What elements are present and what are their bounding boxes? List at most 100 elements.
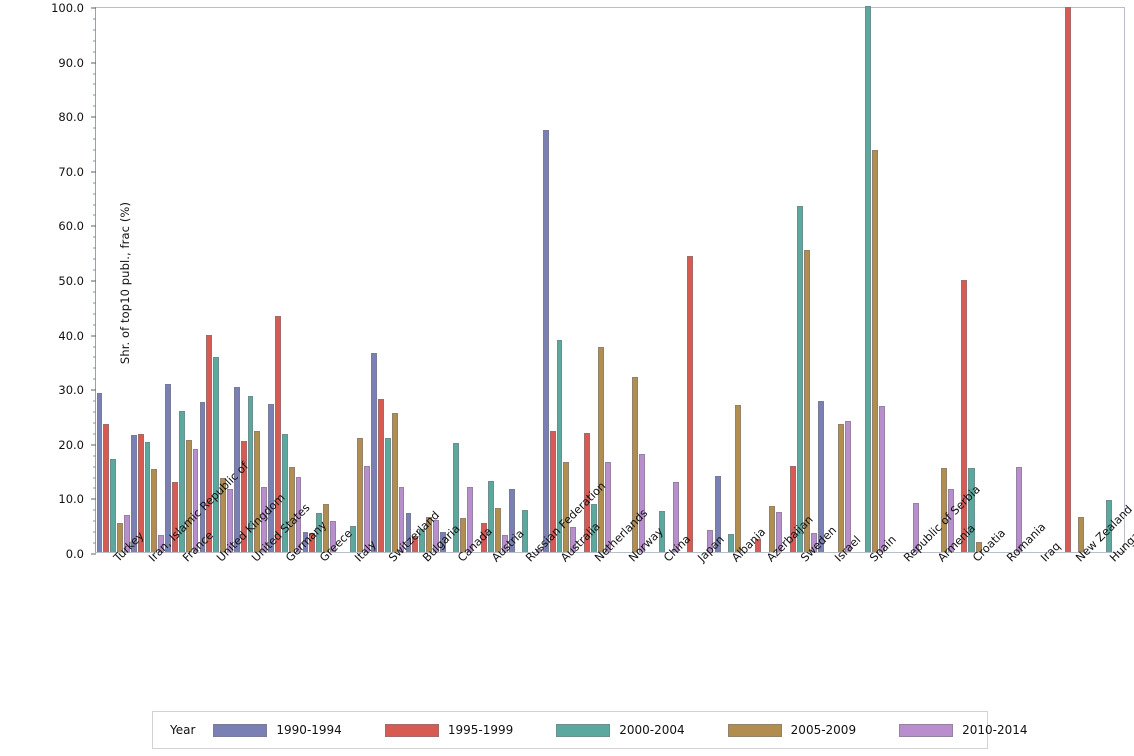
- x-tick-label: Turkey: [111, 529, 146, 565]
- bar: [803, 250, 810, 552]
- y-tick-minor-mark: [93, 214, 96, 216]
- bar-group: [542, 8, 577, 552]
- x-tick-label: Sweden: [798, 524, 839, 565]
- y-tick-minor-mark: [93, 236, 96, 238]
- bar-group: [302, 8, 336, 552]
- bar-group: [199, 8, 233, 552]
- y-tick-minor-mark: [93, 324, 96, 326]
- bar: [453, 443, 460, 552]
- y-tick-minor-mark: [93, 433, 96, 435]
- bar-group: [96, 8, 130, 552]
- bar: [350, 525, 357, 552]
- x-tick-label: Italy: [352, 538, 379, 565]
- bar-group: [817, 8, 851, 552]
- bar: [865, 6, 872, 552]
- x-tick-label: Australia: [558, 520, 603, 565]
- legend-entry[interactable]: 2000-2004: [556, 723, 727, 737]
- y-tick-minor-mark: [93, 29, 96, 31]
- bar: [295, 476, 302, 552]
- bar: [103, 424, 110, 552]
- bar-group: [954, 8, 988, 552]
- bar: [192, 448, 199, 552]
- x-tick-label: Croatia: [970, 527, 1008, 565]
- legend-swatch: [556, 723, 611, 737]
- bar: [226, 488, 233, 552]
- bar: [357, 438, 364, 552]
- y-tick-label: 50.0: [58, 274, 84, 288]
- bar-group: [783, 8, 817, 552]
- legend-entry[interactable]: 1995-1999: [384, 723, 556, 737]
- bar: [755, 538, 762, 552]
- bar: [439, 532, 446, 552]
- bar: [940, 467, 947, 552]
- y-tick-minor-mark: [93, 138, 96, 140]
- bar-group: [165, 8, 199, 552]
- x-tick-label: Iraq: [1038, 540, 1063, 565]
- x-tick-label: Israel: [832, 533, 863, 565]
- bar: [817, 401, 824, 552]
- y-tick-mark: [91, 498, 96, 500]
- x-tick-label: Netherlands: [592, 507, 650, 565]
- bar: [975, 541, 982, 552]
- bar: [412, 536, 419, 552]
- y-tick-label: 100.0: [51, 1, 84, 15]
- bar-group: [645, 8, 680, 552]
- bar: [288, 467, 295, 552]
- bar: [130, 435, 137, 552]
- x-tick-label: Spain: [867, 533, 899, 565]
- y-tick-minor-mark: [93, 160, 96, 162]
- x-tick-label: Japan: [695, 533, 726, 565]
- x-tick-label: Armenia: [935, 522, 978, 565]
- bar-group: [1057, 7, 1091, 552]
- y-tick-minor-mark: [93, 73, 96, 75]
- x-tick-label: Azerbaijan: [764, 513, 815, 565]
- bar: [261, 487, 268, 552]
- bar-group: [371, 8, 405, 552]
- bar: [707, 529, 714, 552]
- legend-entry[interactable]: 1990-1994: [213, 723, 384, 737]
- bar-group: [233, 8, 268, 552]
- bar: [769, 505, 776, 552]
- bar: [281, 434, 288, 552]
- bars-layer: [96, 6, 1124, 552]
- y-tick-label: 20.0: [58, 437, 84, 452]
- bar-group: [714, 8, 748, 552]
- bar: [275, 316, 281, 552]
- bar: [556, 339, 563, 552]
- bar: [947, 489, 954, 552]
- y-tick-minor-mark: [93, 313, 96, 315]
- bar: [1064, 7, 1071, 552]
- x-tick-label: Iran, Islamic Republic of: [146, 460, 251, 565]
- y-tick-minor-mark: [93, 531, 96, 533]
- legend-entry[interactable]: 2010-2014: [899, 723, 1070, 737]
- bar: [604, 461, 611, 552]
- x-tick-label: Norway: [626, 525, 665, 565]
- bar: [123, 514, 130, 552]
- y-tick-minor-mark: [93, 182, 96, 184]
- y-tick-minor-mark: [93, 127, 96, 129]
- bar: [405, 513, 412, 552]
- bar-group: [336, 8, 371, 552]
- bar: [371, 352, 378, 552]
- y-tick-minor-mark: [93, 520, 96, 522]
- y-tick-mark: [91, 116, 96, 118]
- bar: [549, 430, 556, 552]
- bar: [247, 395, 254, 552]
- bar-group: [851, 6, 886, 552]
- bar: [329, 520, 336, 552]
- x-tick-label: Greece: [317, 527, 355, 565]
- bar-group: [611, 8, 645, 552]
- bar-group: [680, 8, 714, 552]
- x-tick-label: Canada: [455, 525, 495, 565]
- y-tick-minor-mark: [93, 367, 96, 369]
- bar: [542, 129, 549, 552]
- y-tick-label: 0.0: [65, 547, 84, 561]
- bar: [480, 522, 487, 552]
- x-tick-label: Russian Federation: [523, 479, 608, 565]
- legend-entry[interactable]: 2005-2009: [727, 723, 899, 737]
- x-axis-labels: TurkeyIran, Islamic Republic ofFranceUni…: [95, 460, 1134, 686]
- bar: [233, 386, 240, 552]
- y-tick-minor-mark: [93, 411, 96, 413]
- bar: [172, 482, 178, 552]
- bar: [597, 346, 604, 552]
